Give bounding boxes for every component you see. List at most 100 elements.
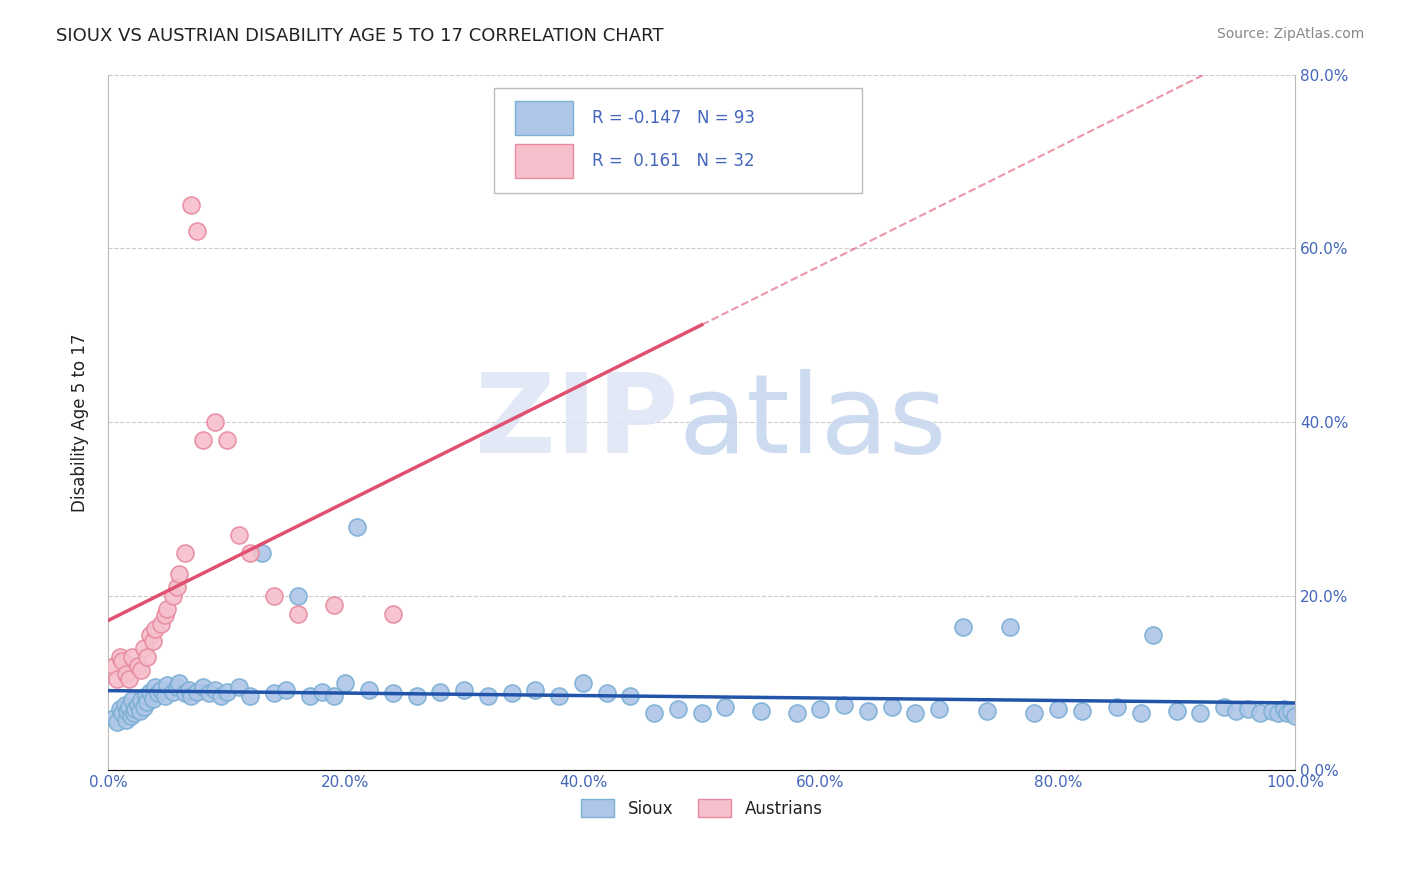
Point xyxy=(156,602,179,616)
Point xyxy=(138,628,160,642)
FancyBboxPatch shape xyxy=(494,88,862,193)
Point xyxy=(263,686,285,700)
Point xyxy=(239,689,262,703)
Point xyxy=(274,683,297,698)
Point xyxy=(204,683,226,698)
Point xyxy=(382,607,405,621)
Point xyxy=(1284,709,1306,723)
Point xyxy=(142,691,165,706)
Point xyxy=(1107,700,1129,714)
Point xyxy=(209,689,232,703)
Point xyxy=(204,415,226,429)
Point xyxy=(103,711,125,725)
Point xyxy=(145,622,167,636)
Point xyxy=(198,686,221,700)
Point xyxy=(186,685,208,699)
Point xyxy=(177,683,200,698)
Point xyxy=(596,686,619,700)
Point xyxy=(952,619,974,633)
Point xyxy=(129,704,152,718)
Text: R =  0.161   N = 32: R = 0.161 N = 32 xyxy=(592,153,755,170)
Point xyxy=(335,676,357,690)
Point xyxy=(904,706,927,721)
Point xyxy=(322,598,344,612)
Point xyxy=(191,433,214,447)
Text: atlas: atlas xyxy=(678,368,946,475)
Point xyxy=(191,681,214,695)
Point xyxy=(136,650,159,665)
Point xyxy=(1000,619,1022,633)
Point xyxy=(132,700,155,714)
Point xyxy=(122,706,145,721)
Point xyxy=(228,681,250,695)
Point xyxy=(120,709,142,723)
Point xyxy=(215,433,238,447)
Text: Source: ZipAtlas.com: Source: ZipAtlas.com xyxy=(1216,27,1364,41)
Point xyxy=(1213,700,1236,714)
Point xyxy=(135,689,157,703)
Point xyxy=(359,683,381,698)
Point xyxy=(1249,706,1271,721)
Point xyxy=(501,686,523,700)
Point xyxy=(180,689,202,703)
Point xyxy=(162,685,184,699)
Point xyxy=(107,715,129,730)
Point xyxy=(127,698,149,712)
Point xyxy=(786,706,808,721)
Point xyxy=(287,607,309,621)
Point xyxy=(107,672,129,686)
Point xyxy=(124,702,146,716)
Point xyxy=(928,702,950,716)
Point xyxy=(215,685,238,699)
Point xyxy=(121,693,143,707)
Point xyxy=(114,713,136,727)
Point xyxy=(1166,704,1188,718)
Text: R = -0.147   N = 93: R = -0.147 N = 93 xyxy=(592,110,755,128)
Point xyxy=(690,706,713,721)
Point xyxy=(643,706,665,721)
Point xyxy=(263,589,285,603)
Text: ZIP: ZIP xyxy=(475,368,678,475)
Point xyxy=(121,650,143,665)
Point xyxy=(166,681,188,695)
Point xyxy=(287,589,309,603)
Point xyxy=(103,658,125,673)
Point xyxy=(298,689,321,703)
Y-axis label: Disability Age 5 to 17: Disability Age 5 to 17 xyxy=(72,333,89,511)
Point xyxy=(150,616,173,631)
Point xyxy=(136,695,159,709)
Point xyxy=(108,650,131,665)
Point xyxy=(1279,704,1302,718)
FancyBboxPatch shape xyxy=(515,145,574,178)
Point xyxy=(239,546,262,560)
Point xyxy=(1189,706,1212,721)
Point xyxy=(174,686,197,700)
Point xyxy=(153,689,176,703)
Point xyxy=(382,686,405,700)
Point xyxy=(1225,704,1247,718)
Point xyxy=(1130,706,1153,721)
Point xyxy=(1046,702,1069,716)
Point xyxy=(174,546,197,560)
Point xyxy=(127,658,149,673)
Point xyxy=(477,689,499,703)
Point xyxy=(252,546,274,560)
Point xyxy=(132,641,155,656)
Point xyxy=(108,702,131,716)
Point xyxy=(1237,702,1260,716)
Point xyxy=(150,683,173,698)
Point xyxy=(429,685,451,699)
Point xyxy=(145,681,167,695)
Text: SIOUX VS AUSTRIAN DISABILITY AGE 5 TO 17 CORRELATION CHART: SIOUX VS AUSTRIAN DISABILITY AGE 5 TO 17… xyxy=(56,27,664,45)
Point xyxy=(129,693,152,707)
Point xyxy=(167,676,190,690)
Point xyxy=(138,685,160,699)
Point xyxy=(548,689,571,703)
Point xyxy=(1142,628,1164,642)
Point xyxy=(524,683,547,698)
Point xyxy=(114,698,136,712)
Point xyxy=(976,704,998,718)
Point xyxy=(311,685,333,699)
Point xyxy=(572,676,595,690)
Point xyxy=(880,700,903,714)
